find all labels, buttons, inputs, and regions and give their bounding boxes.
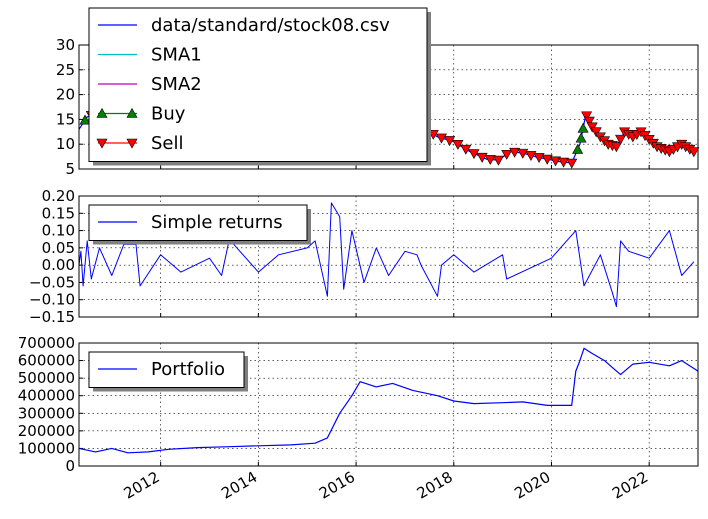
y-tick-label: −0.15 xyxy=(29,308,75,326)
legend-marker xyxy=(96,107,138,118)
sell-marker xyxy=(566,158,578,169)
sell-marker xyxy=(444,136,456,147)
portfolio-plot xyxy=(78,347,699,454)
legend-box xyxy=(88,204,308,241)
sell-marker xyxy=(468,149,480,160)
sell-marker xyxy=(615,134,627,145)
portfolio-axes-frame xyxy=(78,342,699,467)
y-tick-label: 20 xyxy=(56,86,75,104)
legend-label: Portfolio xyxy=(151,359,225,380)
sell-marker xyxy=(525,151,537,162)
y-tick-label: 5 xyxy=(65,160,75,178)
y-tick-label: 500000 xyxy=(18,369,75,387)
portfolio-legend: Portfolio xyxy=(88,351,248,392)
legend-marker xyxy=(96,138,138,149)
series-line-portfolio xyxy=(78,347,699,454)
legend-label: Sell xyxy=(151,133,184,154)
sell-marker xyxy=(688,147,700,158)
legend-label: SMA1 xyxy=(151,45,202,66)
returns-panel: 0.200.150.100.050.00−0.05−0.10−0.15 Simp… xyxy=(29,187,699,326)
price-panel: 5 10 15 20 25 30 data/standard/stock08.csv SMA… xyxy=(56,7,700,178)
buy-marker xyxy=(577,122,589,133)
sell-marker xyxy=(550,156,562,167)
buy-marker xyxy=(575,132,587,143)
y-tick-label: 15 xyxy=(56,110,75,128)
y-tick-label: 600000 xyxy=(18,352,75,370)
sell-marker xyxy=(460,144,472,155)
y-tick-label: 0.15 xyxy=(42,204,75,222)
y-tick-label: 0.00 xyxy=(42,256,75,274)
buy-marker xyxy=(79,114,91,125)
sell-marker xyxy=(452,139,464,150)
buy-marker xyxy=(572,143,584,154)
sell-marker xyxy=(541,154,553,165)
sell-marker xyxy=(586,122,598,133)
y-tick-label: 10 xyxy=(56,135,75,153)
y-tick-label: −0.05 xyxy=(29,273,75,291)
y-tick-label: 0 xyxy=(65,457,75,475)
legend-label: SMA2 xyxy=(151,74,202,95)
sell-marker xyxy=(509,147,521,158)
y-tick-label: 300000 xyxy=(18,404,75,422)
portfolio-y-ticks: 7000006000005000004000003000002000001000… xyxy=(18,334,75,475)
sell-marker xyxy=(610,142,622,153)
sell-marker xyxy=(435,133,447,144)
returns-legend: Simple returns xyxy=(88,204,311,245)
sell-marker xyxy=(517,148,529,159)
sell-marker xyxy=(492,155,504,166)
sell-marker xyxy=(581,111,593,122)
sell-marker xyxy=(476,152,488,163)
sell-marker xyxy=(484,155,496,166)
sell-marker xyxy=(533,153,545,164)
legend-label: data/standard/stock08.csv xyxy=(151,15,390,36)
legend-label: Simple returns xyxy=(151,212,283,233)
y-tick-label: 700000 xyxy=(18,334,75,352)
y-tick-label: −0.10 xyxy=(29,291,75,309)
y-tick-label: 0.20 xyxy=(42,187,75,205)
y-tick-label: 0.05 xyxy=(42,239,75,257)
legend-label: Buy xyxy=(151,104,186,125)
sell-marker xyxy=(558,157,570,168)
sell-marker xyxy=(583,116,595,127)
y-tick-label: 400000 xyxy=(18,387,75,405)
returns-axes-frame xyxy=(78,195,699,318)
price-plot xyxy=(78,107,700,169)
y-tick-label: 100000 xyxy=(18,439,75,457)
price-legend: data/standard/stock08.csv SMA1 SMA2 Buy Sell xyxy=(88,7,431,166)
price-y-ticks: 5 10 15 20 25 30 xyxy=(56,36,75,178)
legend-box xyxy=(88,351,245,388)
y-tick-label: 30 xyxy=(56,36,75,54)
y-tick-label: 200000 xyxy=(18,422,75,440)
legend-box xyxy=(88,7,428,162)
y-tick-label: 25 xyxy=(56,61,75,79)
sell-marker xyxy=(590,127,602,138)
y-tick-label: 0.10 xyxy=(42,222,75,240)
sell-marker xyxy=(501,149,513,160)
returns-y-ticks: 0.200.150.100.050.00−0.05−0.10−0.15 xyxy=(29,187,75,326)
